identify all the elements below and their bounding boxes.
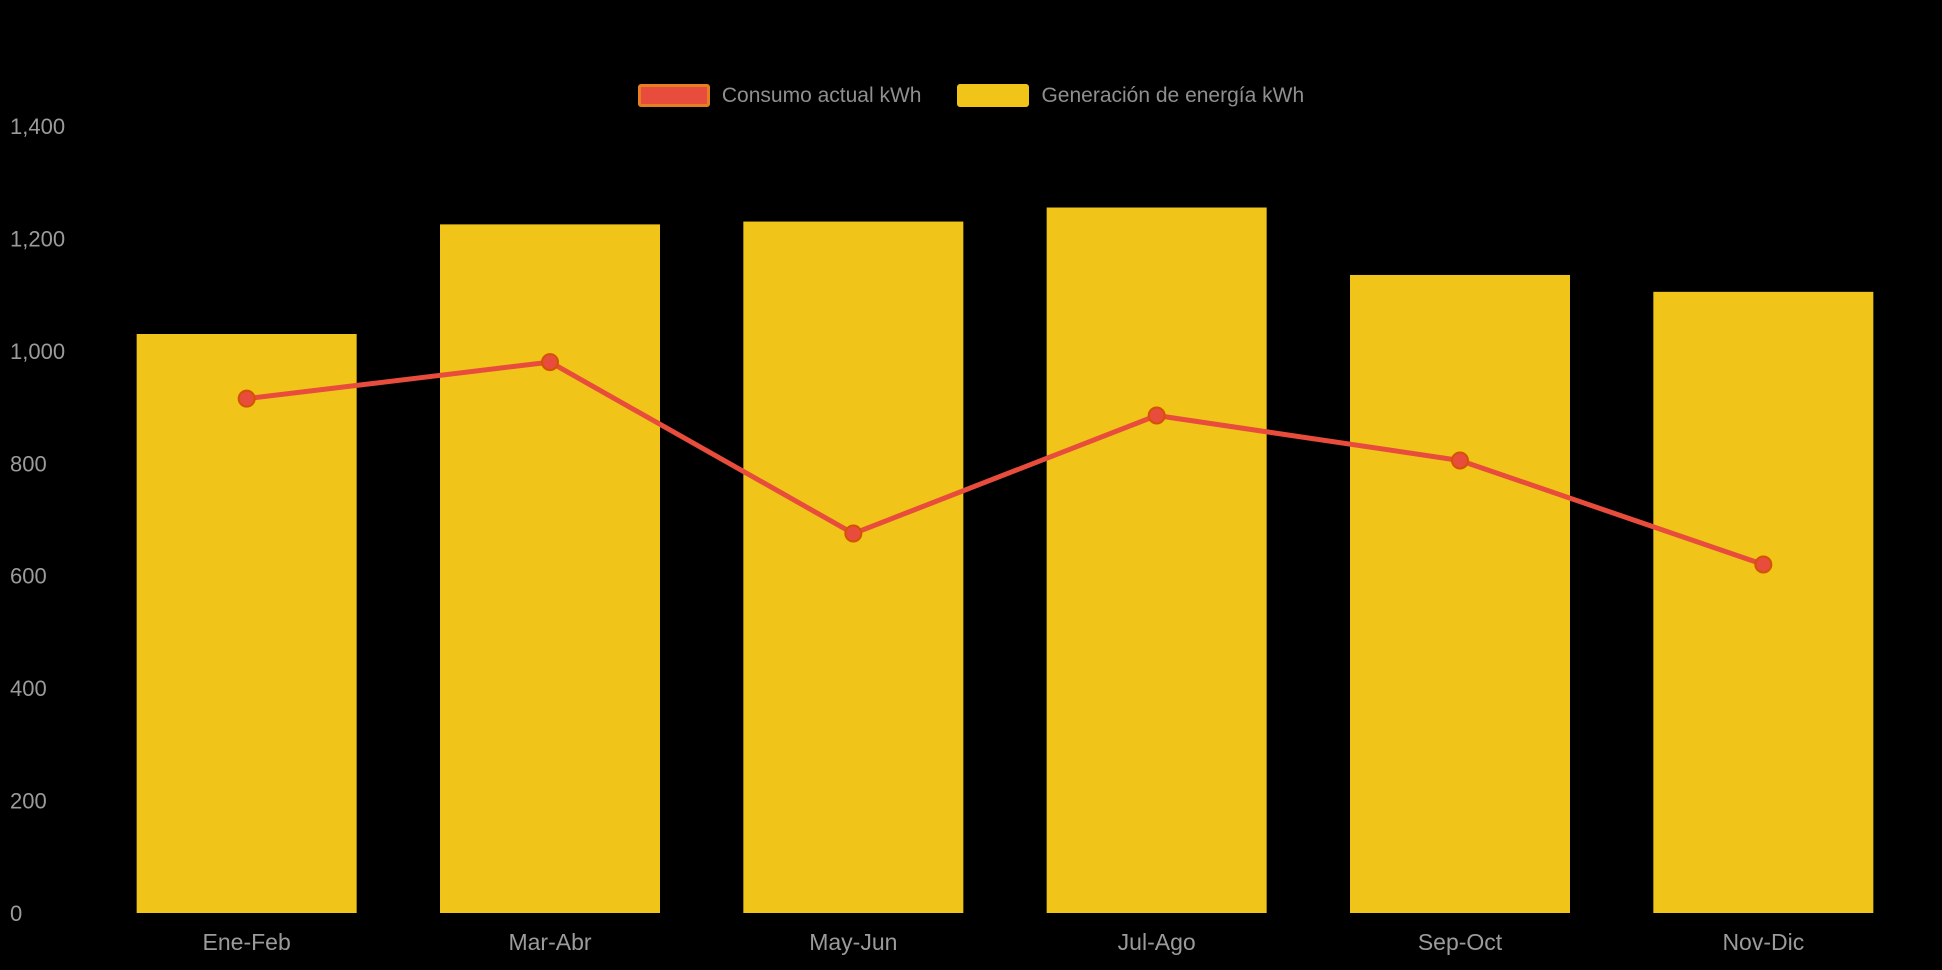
legend-item-consumo-actual[interactable]: Consumo actual kWh (637, 84, 922, 107)
x-axis-label: May-Jun (809, 929, 897, 955)
y-axis-tick-label: 600 (10, 564, 47, 589)
y-axis-tick-label: 1,000 (10, 339, 65, 364)
x-axis-label: Ene-Feb (203, 929, 291, 955)
y-axis-tick-label: 1,200 (10, 226, 65, 251)
y-axis-tick-label: 0 (10, 901, 22, 926)
x-axis-label: Nov-Dic (1722, 929, 1804, 955)
legend-label-consumo: Consumo actual kWh (721, 84, 922, 107)
x-axis-label: Sep-Oct (1418, 929, 1503, 955)
generation-bar-Nov-Dic[interactable] (1653, 291, 1874, 913)
consumption-point-Nov-Dic[interactable] (1754, 555, 1773, 574)
legend-item-generacion-energia[interactable]: Generación de energía kWh (957, 84, 1304, 107)
y-axis-tick-label: 400 (10, 676, 47, 701)
consumption-point-May-Jun[interactable] (844, 524, 863, 543)
y-axis-tick-label: 1,400 (10, 114, 65, 139)
consumption-point-Jul-Ago[interactable] (1147, 406, 1166, 425)
legend-label-generacion: Generación de energía kWh (1041, 84, 1305, 107)
legend-swatch-generacion-icon (957, 84, 1030, 107)
consumption-point-Ene-Feb[interactable] (237, 389, 256, 408)
generation-bar-May-Jun[interactable] (743, 221, 964, 914)
consumption-line (244, 359, 1766, 567)
consumption-point-Sep-Oct[interactable] (1451, 451, 1469, 470)
chart-legend: Consumo actual kWh Generación de energía… (0, 84, 1942, 107)
x-axis-label: Jul-Ago (1118, 929, 1196, 955)
generation-bar-Jul-Ago[interactable] (1046, 207, 1267, 913)
consumption-point-Mar-Abr[interactable] (541, 353, 559, 372)
generation-bar-Sep-Oct[interactable] (1350, 274, 1570, 913)
generation-bar-Mar-Abr[interactable] (440, 224, 660, 913)
y-axis-tick-label: 800 (10, 451, 47, 476)
legend-swatch-consumo-icon (637, 84, 710, 107)
x-axis-label: Mar-Abr (508, 929, 591, 955)
generation-bar-Ene-Feb[interactable] (136, 333, 357, 913)
y-axis-tick-label: 200 (10, 789, 47, 814)
